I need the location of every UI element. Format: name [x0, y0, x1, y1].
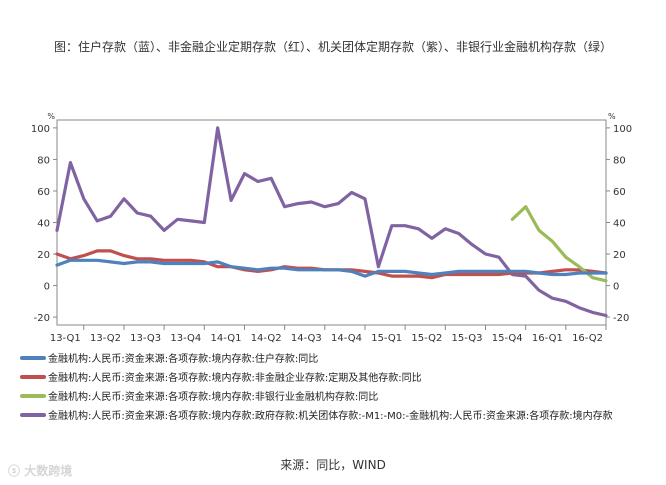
watermark-text: 大数跨境: [24, 464, 73, 478]
x-tick-label: 15-Q1: [371, 333, 402, 344]
series-layer: [55, 126, 608, 318]
series-line-2: [55, 249, 608, 280]
x-tick-label: 13-Q3: [130, 333, 161, 344]
x-tick-label: 13-Q1: [50, 333, 81, 344]
x-tick-label: 16-Q2: [572, 333, 603, 344]
legend-label: 金融机构:人民币:资金来源:各项存款:境内存款:政府存款:机关团体存款:-M1:…: [48, 411, 613, 422]
y-tick-label-right: 40: [613, 219, 626, 230]
x-tick-label: 15-Q3: [452, 333, 483, 344]
y-tick-label-right: 0: [613, 282, 619, 293]
y-unit-right: %: [608, 112, 616, 121]
legend-label: 金融机构:人民币:资金来源:各项存款:境内存款:非金融企业存款:定期及其他存款:…: [48, 373, 422, 384]
chart-title: 图：住户存款（蓝）、非金融企业定期存款（红）、机关团体定期存款（紫）、非银行业金…: [53, 40, 612, 54]
y-tick-label-right: 100: [613, 124, 632, 135]
y-tick-label-left: 100: [31, 124, 50, 135]
line-chart: -20 -20 0 0 20 20 40 40 60 60 80 80 100 100% % 13-Q1 13-…: [31, 112, 632, 344]
watermark-logo: ⓢ 大数跨境: [8, 464, 73, 478]
x-tick-label: 13-Q2: [90, 333, 121, 344]
legend-label: 金融机构:人民币:资金来源:各项存款:境内存款:非银行业金融机构存款:同比: [48, 392, 379, 403]
legend-entry-1: 金融机构:人民币:资金来源:各项存款:境内存款:住户存款:同比: [20, 350, 660, 369]
y-tick-label-left: -20: [34, 313, 50, 324]
series-line-1: [55, 258, 608, 278]
legend-label: 金融机构:人民币:资金来源:各项存款:境内存款:住户存款:同比: [48, 354, 319, 365]
y-tick-label-left: 60: [37, 187, 50, 198]
x-tick-label: 13-Q4: [170, 333, 201, 344]
axes: -20 -20 0 0 20 20 40 40 60 60 80 80 100 100% % 13-Q1 13-…: [31, 112, 632, 344]
legend-swatch: [20, 375, 46, 379]
legend: 金融机构:人民币:资金来源:各项存款:境内存款:住户存款:同比金融机构:人民币:…: [20, 350, 660, 426]
y-tick-label-right: 20: [613, 250, 626, 261]
legend-swatch: [20, 394, 46, 398]
y-tick-label-left: 0: [44, 282, 50, 293]
plot-frame: [56, 119, 607, 326]
legend-entry-4: 金融机构:人民币:资金来源:各项存款:境内存款:政府存款:机关团体存款:-M1:…: [20, 407, 660, 426]
y-tick-label-left: 40: [37, 219, 50, 230]
y-tick-label-right: -20: [613, 313, 629, 324]
y-tick-label-right: 80: [613, 155, 626, 166]
series-line-4: [55, 126, 608, 318]
y-tick-label-right: 60: [613, 187, 626, 198]
y-unit-left: %: [47, 112, 55, 121]
legend-entry-2: 金融机构:人民币:资金来源:各项存款:境内存款:非金融企业存款:定期及其他存款:…: [20, 369, 660, 388]
legend-swatch: [20, 356, 46, 360]
y-tick-label-left: 80: [37, 155, 50, 166]
legend-swatch: [20, 413, 46, 417]
x-tick-label: 15-Q4: [492, 333, 523, 344]
y-tick-label-left: 20: [37, 250, 50, 261]
x-tick-label: 16-Q1: [532, 333, 563, 344]
x-tick-label: 14-Q2: [251, 333, 282, 344]
legend-entry-3: 金融机构:人民币:资金来源:各项存款:境内存款:非银行业金融机构存款:同比: [20, 388, 660, 407]
source-note: 来源：同比，WIND: [280, 458, 386, 472]
x-tick-label: 14-Q1: [211, 333, 242, 344]
series-line-3: [510, 205, 608, 283]
x-tick-label: 14-Q4: [331, 333, 362, 344]
x-tick-label: 15-Q2: [411, 333, 442, 344]
x-tick-label: 14-Q3: [291, 333, 322, 344]
